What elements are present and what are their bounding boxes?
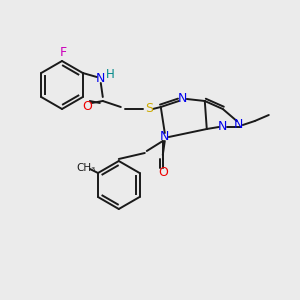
Text: N: N xyxy=(160,130,170,143)
Text: H: H xyxy=(105,68,114,82)
Text: O: O xyxy=(158,167,168,179)
Text: O: O xyxy=(82,100,92,113)
Text: N: N xyxy=(234,118,244,131)
Text: N: N xyxy=(96,73,106,85)
Text: N: N xyxy=(178,92,188,106)
Text: CH₃: CH₃ xyxy=(76,163,96,173)
Text: F: F xyxy=(59,46,67,59)
Text: N: N xyxy=(218,121,227,134)
Text: S: S xyxy=(145,103,153,116)
